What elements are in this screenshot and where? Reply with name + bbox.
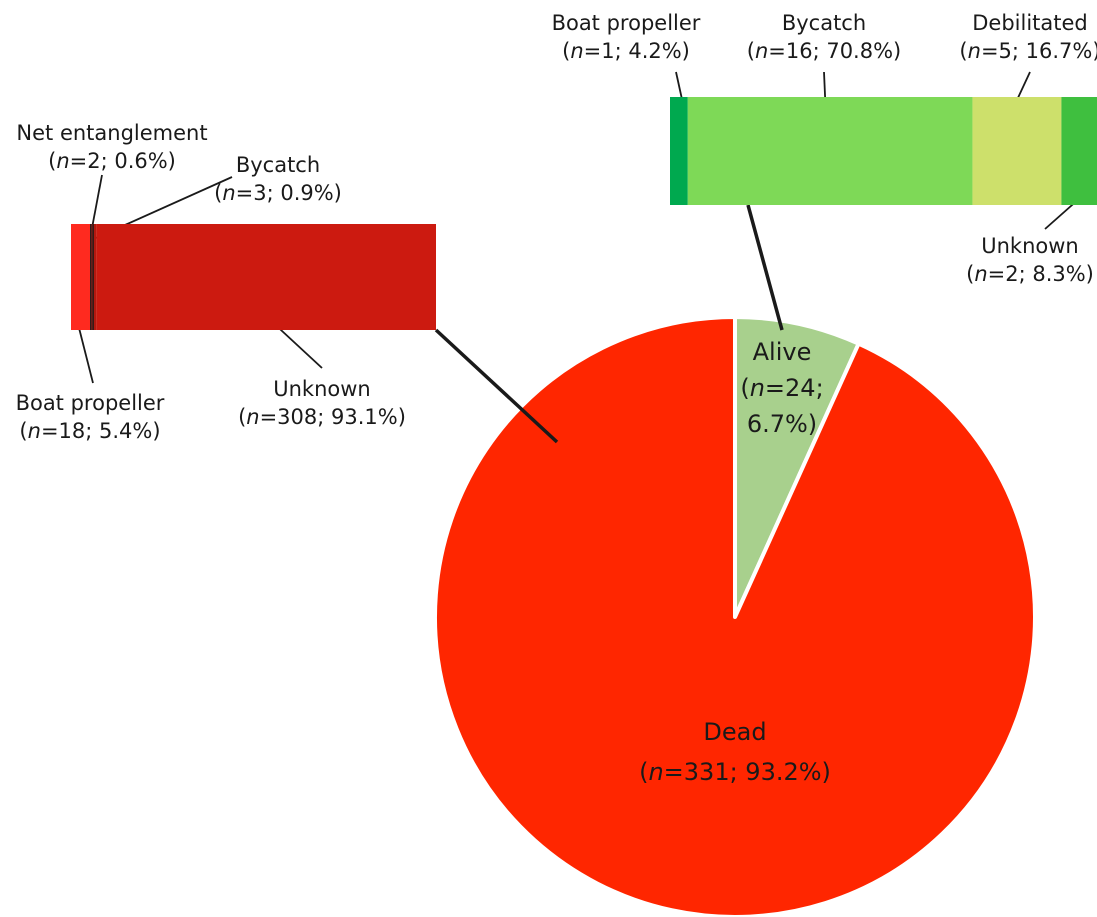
connector-dead-to-bar <box>434 328 559 444</box>
label-alive-unknown: Unknown (n=2; 8.3%) <box>966 234 1094 286</box>
alive-bar-segment-boat-propeller <box>670 97 688 205</box>
dead-breakdown-bar <box>71 224 436 330</box>
alive-bar-segment-bycatch <box>687 97 973 205</box>
label-dead-bycatch: Bycatch (n=3; 0.9%) <box>214 153 342 205</box>
alive-bar-segment-debilitated <box>972 97 1062 205</box>
chart-labels: Dead (n=331; 93.2%) Alive (n=24; 6.7%) Net en… <box>16 11 1097 786</box>
pie-chart <box>433 315 1037 917</box>
dead-bar-segment-bycatch <box>93 224 97 330</box>
pie-label-dead: Dead (n=331; 93.2%) <box>639 718 831 786</box>
label-alive-debilitated: Debilitated (n=5; 16.7%) <box>959 11 1097 63</box>
leader-dead-boat-propeller <box>76 319 94 384</box>
label-alive-bycatch: Bycatch (n=16; 70.8%) <box>747 11 902 63</box>
dead-bar-segment-boat-propeller <box>71 224 91 330</box>
pie-slice-dead <box>433 315 1037 917</box>
pie-label-alive: Alive (n=24; 6.7%) <box>740 338 823 438</box>
alive-bar-segment-unknown <box>1061 97 1097 205</box>
connector-alive-to-bar <box>746 204 784 331</box>
leader-dead-net-entanglement <box>91 174 103 229</box>
label-dead-net-entanglement: Net entanglement (n=2; 0.6%) <box>16 121 207 173</box>
label-dead-unknown: Unknown (n=308; 93.1%) <box>238 377 406 429</box>
pie-slice-alive <box>733 315 861 619</box>
alive-breakdown-bar <box>670 97 1097 205</box>
dead-bar-segment-unknown <box>96 224 436 330</box>
dead-bar-segment-net-entanglement <box>90 224 94 330</box>
label-dead-boat-propeller: Boat propeller (n=18; 5.4%) <box>16 391 165 443</box>
label-alive-boat-propeller: Boat propeller (n=1; 4.2%) <box>552 11 701 63</box>
